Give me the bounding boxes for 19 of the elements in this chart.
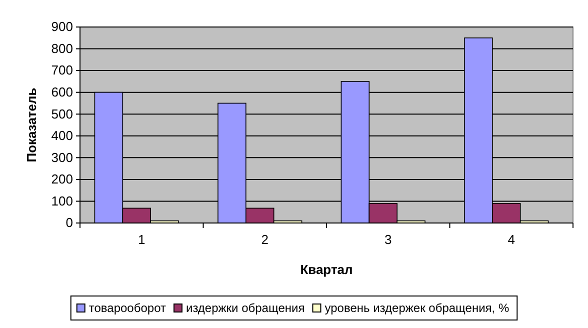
x-tick-label: 2 xyxy=(261,232,268,248)
x-tick-label: 1 xyxy=(138,232,146,248)
x-tick-label: 4 xyxy=(508,232,515,248)
y-tick-label: 100 xyxy=(51,193,73,208)
y-tick-label: 500 xyxy=(51,106,73,122)
y-tick-label: 300 xyxy=(51,150,73,165)
y-tick-label: 900 xyxy=(51,19,73,34)
legend-label: уровень издержек обращения, % xyxy=(324,301,510,315)
y-tick-label: 200 xyxy=(51,172,73,187)
x-tick-label: 3 xyxy=(384,232,392,248)
y-axis-title: Показатель xyxy=(24,88,39,162)
y-tick-label: 0 xyxy=(66,215,73,230)
y-tick-label: 400 xyxy=(51,128,73,144)
legend-label: издержки обращения xyxy=(186,301,305,315)
y-tick-label: 700 xyxy=(51,62,73,78)
y-tick-label: 600 xyxy=(51,84,73,100)
legend-label: товарооборот xyxy=(88,301,166,315)
y-tick-label: 800 xyxy=(51,40,73,56)
x-axis-title: Квартал xyxy=(300,262,353,277)
